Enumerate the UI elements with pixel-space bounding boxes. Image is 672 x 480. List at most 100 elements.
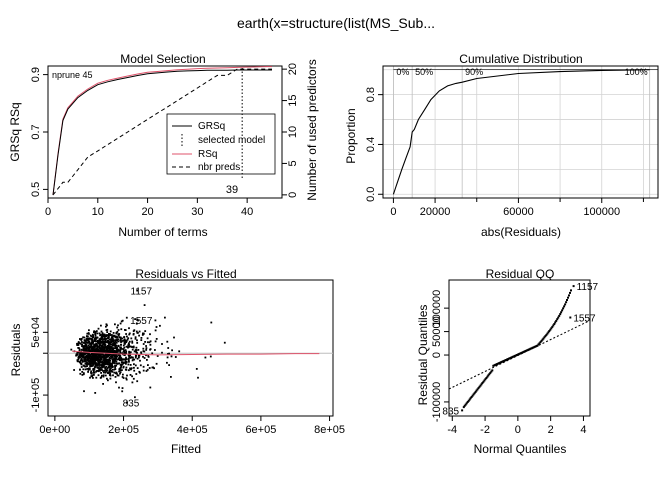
grsq-line xyxy=(52,69,272,196)
resid-fitted-point xyxy=(105,323,108,326)
resid-fitted-point xyxy=(105,329,108,332)
resid-fitted-point xyxy=(109,349,112,352)
resid-fitted-point xyxy=(83,353,85,356)
resid-fitted-point xyxy=(112,374,114,377)
resid-fitted-point xyxy=(118,355,121,358)
resid-fitted-point xyxy=(120,341,122,343)
resid-fitted-point xyxy=(85,356,87,359)
resid-fitted-point xyxy=(80,341,83,343)
qq-point xyxy=(550,327,553,330)
model-selection-xtick-label: 20 xyxy=(141,206,153,218)
resid-fitted-point xyxy=(129,351,132,354)
resid-fitted-point xyxy=(112,348,115,350)
qq-point xyxy=(484,378,487,381)
resid-fitted-point xyxy=(131,359,134,362)
resid-fitted-point xyxy=(93,355,96,357)
resid-fitted-point xyxy=(101,374,103,377)
resid-fitted-point xyxy=(75,354,77,357)
resid-fitted-point xyxy=(108,350,111,352)
resid-fitted-point xyxy=(145,349,148,351)
resid-fitted-point xyxy=(167,347,170,349)
resid-fitted-point xyxy=(147,356,150,358)
resid-fitted-point xyxy=(104,366,106,369)
resid-fitted-point xyxy=(112,342,115,345)
resid-fitted-point xyxy=(121,369,123,371)
resid-fitted-point xyxy=(109,334,112,336)
resid-fitted-point xyxy=(93,357,95,359)
resid-fitted-point xyxy=(132,330,135,332)
resid-fitted-point xyxy=(89,349,91,352)
resid-fitted-point xyxy=(133,350,136,353)
resid-fitted-point xyxy=(76,353,79,356)
resid-fitted-point xyxy=(121,390,124,393)
resid-fitted-point xyxy=(115,344,118,347)
resid-fitted-point xyxy=(97,359,99,362)
resid-fitted-point xyxy=(84,360,87,363)
qq-labeled-point xyxy=(461,409,464,412)
resid-fitted-point xyxy=(146,359,148,361)
resid-fitted-point xyxy=(120,320,123,323)
resid-fitted-point xyxy=(104,351,107,354)
resid-fitted-point xyxy=(79,372,82,375)
resid-fitted-point xyxy=(127,342,130,345)
resid-fitted-point xyxy=(87,369,90,371)
qq-point xyxy=(558,314,561,317)
resid-fitted-point xyxy=(110,356,113,359)
resid-fitted-point xyxy=(94,358,97,361)
resid-fitted-point xyxy=(92,342,94,345)
resid-fitted-point xyxy=(148,367,151,369)
resid-fitted-point xyxy=(93,339,96,341)
resid-fitted-point xyxy=(110,339,112,341)
resid-fitted-point xyxy=(146,337,149,340)
resid-fitted-point xyxy=(132,356,134,359)
resid-fitted-point xyxy=(101,341,103,344)
resid-fitted-point xyxy=(146,368,149,371)
resid-fitted-point xyxy=(93,366,96,368)
resid-fitted-point xyxy=(168,364,170,366)
resid-fitted-point xyxy=(92,359,95,362)
resid-fitted-point xyxy=(124,361,127,364)
resid-fitted-point xyxy=(96,356,99,359)
qq-point-label: 835 xyxy=(442,406,459,417)
resid-fitted-point xyxy=(114,343,116,346)
resid-fitted-point xyxy=(83,347,85,350)
resid-fitted-point xyxy=(137,331,139,334)
resid-fitted-point xyxy=(105,368,108,371)
resid-fitted-point xyxy=(102,351,105,354)
resid-fitted-xtick-label: 8e+05 xyxy=(314,424,345,436)
resid-fitted-point xyxy=(111,368,114,371)
resid-fitted-point xyxy=(92,371,95,374)
resid-fitted-point xyxy=(90,375,93,378)
resid-fitted-point xyxy=(121,361,124,364)
resid-fitted-point xyxy=(94,334,97,337)
resid-fitted-point xyxy=(103,365,105,368)
resid-fitted-point xyxy=(114,355,116,358)
resid-fitted-point xyxy=(116,331,119,333)
resid-fitted-point xyxy=(102,375,105,378)
resid-fitted-point xyxy=(136,352,138,354)
resid-fitted-xtick-label: 6e+05 xyxy=(245,424,276,436)
resid-fitted-point xyxy=(129,354,132,356)
resid-fitted-point xyxy=(87,356,90,358)
resid-fitted-point xyxy=(111,363,114,365)
resid-fitted-point xyxy=(88,362,90,365)
resid-fitted-point xyxy=(121,352,124,355)
resid-fitted-point xyxy=(171,349,173,352)
resid-fitted-point xyxy=(97,327,100,330)
qq-point xyxy=(485,377,488,379)
resid-fitted-point xyxy=(106,355,108,358)
resid-fitted-point xyxy=(98,359,101,362)
resid-fitted-point xyxy=(109,342,111,345)
qq-point xyxy=(467,399,470,402)
residuals-vs-fitted-panel: Residuals vs Fitted Fitted Residuals xyxy=(9,267,237,456)
resid-fitted-point xyxy=(87,353,89,356)
qq-point xyxy=(554,321,557,324)
resid-fitted-point xyxy=(76,360,79,363)
resid-fitted-point xyxy=(102,359,105,362)
resid-fitted-point xyxy=(130,337,133,340)
resid-fitted-point xyxy=(97,341,99,344)
resid-fitted-point xyxy=(131,348,134,351)
resid-fitted-point xyxy=(88,367,91,370)
resid-fitted-point xyxy=(89,346,92,349)
resid-fitted-point xyxy=(129,368,132,371)
